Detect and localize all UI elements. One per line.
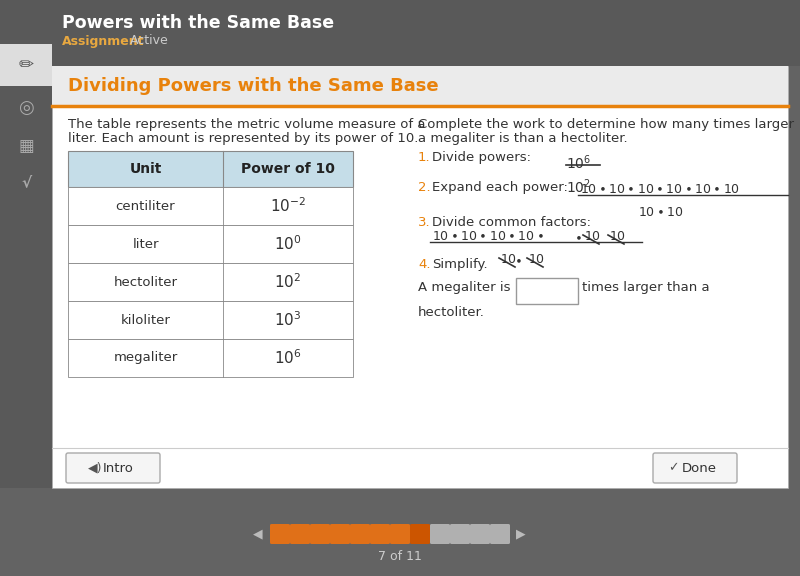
FancyBboxPatch shape bbox=[270, 524, 290, 544]
Text: Intro: Intro bbox=[103, 461, 134, 475]
FancyBboxPatch shape bbox=[68, 187, 353, 225]
FancyBboxPatch shape bbox=[68, 225, 353, 263]
FancyBboxPatch shape bbox=[390, 524, 410, 544]
Text: A megaliter is: A megaliter is bbox=[418, 281, 510, 294]
Text: $\bullet$: $\bullet$ bbox=[574, 230, 582, 243]
Text: $10$: $10$ bbox=[584, 230, 601, 243]
Text: $10^6$: $10^6$ bbox=[566, 153, 591, 172]
FancyBboxPatch shape bbox=[68, 339, 353, 377]
Text: Power of 10: Power of 10 bbox=[241, 162, 335, 176]
Text: Divide powers:: Divide powers: bbox=[432, 151, 531, 164]
Text: $10^{-2}$: $10^{-2}$ bbox=[270, 196, 306, 215]
FancyBboxPatch shape bbox=[52, 66, 788, 106]
FancyBboxPatch shape bbox=[350, 524, 370, 544]
FancyBboxPatch shape bbox=[370, 524, 390, 544]
Text: ◎: ◎ bbox=[18, 99, 34, 117]
Text: ◀): ◀) bbox=[88, 461, 102, 475]
Text: megaliter: megaliter bbox=[114, 351, 178, 365]
Text: a megaliter is than a hectoliter.: a megaliter is than a hectoliter. bbox=[418, 132, 628, 145]
FancyBboxPatch shape bbox=[653, 453, 737, 483]
FancyBboxPatch shape bbox=[310, 524, 330, 544]
Text: ✓: ✓ bbox=[668, 461, 678, 475]
Text: $10^{6}$: $10^{6}$ bbox=[274, 348, 302, 367]
FancyBboxPatch shape bbox=[290, 524, 310, 544]
Text: $10 \bullet 10$: $10 \bullet 10$ bbox=[638, 206, 684, 219]
Text: times larger than a: times larger than a bbox=[582, 281, 710, 294]
Text: √: √ bbox=[21, 176, 31, 191]
Text: 4.: 4. bbox=[418, 258, 430, 271]
Text: kiloliter: kiloliter bbox=[121, 313, 170, 327]
Text: $10^{0}$: $10^{0}$ bbox=[274, 234, 302, 253]
Text: $10^2$: $10^2$ bbox=[566, 177, 591, 196]
Text: ✏: ✏ bbox=[18, 56, 34, 74]
Text: ◀: ◀ bbox=[253, 528, 262, 540]
Text: 7 of 11: 7 of 11 bbox=[378, 550, 422, 563]
Text: Assignment: Assignment bbox=[62, 35, 145, 47]
FancyBboxPatch shape bbox=[450, 524, 470, 544]
Text: $10^{2}$: $10^{2}$ bbox=[274, 272, 302, 291]
FancyBboxPatch shape bbox=[330, 524, 350, 544]
Text: 1.: 1. bbox=[418, 151, 430, 164]
FancyBboxPatch shape bbox=[516, 278, 578, 304]
Text: 3.: 3. bbox=[418, 216, 430, 229]
Text: hectoliter: hectoliter bbox=[114, 275, 178, 289]
Text: liter: liter bbox=[132, 237, 158, 251]
Text: liter. Each amount is represented by its power of 10.: liter. Each amount is represented by its… bbox=[68, 132, 418, 145]
Text: $10$: $10$ bbox=[500, 253, 517, 266]
Text: Done: Done bbox=[682, 461, 717, 475]
Text: Dividing Powers with the Same Base: Dividing Powers with the Same Base bbox=[68, 77, 438, 95]
FancyBboxPatch shape bbox=[52, 66, 788, 488]
FancyBboxPatch shape bbox=[470, 524, 490, 544]
Text: Expand each power:: Expand each power: bbox=[432, 181, 568, 194]
FancyBboxPatch shape bbox=[68, 263, 353, 301]
Text: Unit: Unit bbox=[130, 162, 162, 176]
Text: The table represents the metric volume measure of a: The table represents the metric volume m… bbox=[68, 118, 426, 131]
Text: $\bullet$: $\bullet$ bbox=[514, 253, 522, 266]
Text: $10 \bullet 10 \bullet 10 \bullet 10 \bullet 10 \bullet 10$: $10 \bullet 10 \bullet 10 \bullet 10 \bu… bbox=[580, 183, 740, 196]
FancyBboxPatch shape bbox=[0, 0, 800, 66]
FancyBboxPatch shape bbox=[0, 44, 52, 86]
Text: ▦: ▦ bbox=[18, 137, 34, 155]
Text: $10^{3}$: $10^{3}$ bbox=[274, 310, 302, 329]
FancyBboxPatch shape bbox=[68, 301, 353, 339]
FancyBboxPatch shape bbox=[410, 524, 430, 544]
Text: hectoliter.: hectoliter. bbox=[418, 306, 485, 319]
Text: Complete the work to determine how many times larger: Complete the work to determine how many … bbox=[418, 118, 794, 131]
FancyBboxPatch shape bbox=[0, 66, 52, 488]
FancyBboxPatch shape bbox=[68, 151, 353, 187]
Text: centiliter: centiliter bbox=[116, 199, 175, 213]
Text: Simplify.: Simplify. bbox=[432, 258, 488, 271]
FancyBboxPatch shape bbox=[430, 524, 450, 544]
Text: $10$: $10$ bbox=[609, 230, 626, 243]
Text: 2.: 2. bbox=[418, 181, 430, 194]
Text: $10$: $10$ bbox=[528, 253, 545, 266]
Text: Powers with the Same Base: Powers with the Same Base bbox=[62, 14, 334, 32]
Text: Divide common factors:: Divide common factors: bbox=[432, 216, 591, 229]
FancyBboxPatch shape bbox=[490, 524, 510, 544]
Text: $10 \bullet 10 \bullet 10 \bullet 10 \bullet$: $10 \bullet 10 \bullet 10 \bullet 10 \bu… bbox=[432, 230, 544, 243]
FancyBboxPatch shape bbox=[66, 453, 160, 483]
Text: Active: Active bbox=[130, 35, 169, 47]
Text: ▶: ▶ bbox=[515, 528, 525, 540]
